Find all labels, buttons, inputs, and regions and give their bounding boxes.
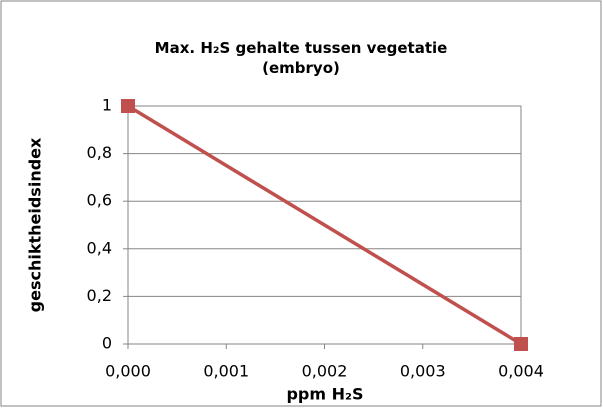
data-point bbox=[121, 99, 135, 113]
y-tick-label: 0,8 bbox=[87, 143, 112, 162]
x-tick-label: 0,000 bbox=[105, 362, 151, 381]
y-tick-label: 0,4 bbox=[87, 238, 112, 257]
x-tick-label: 0,002 bbox=[302, 362, 348, 381]
y-tick-label: 1 bbox=[102, 96, 112, 115]
x-tick-label: 0,001 bbox=[203, 362, 249, 381]
y-axis-label: geschiktheidsindex bbox=[26, 137, 45, 312]
chart-title: Max. H₂S gehalte tussen vegetatie (embry… bbox=[154, 39, 448, 77]
x-axis-label: ppm H₂S bbox=[286, 385, 363, 404]
series-line bbox=[127, 104, 522, 346]
x-tick-label: 0,003 bbox=[400, 362, 446, 381]
y-tick-label: 0,2 bbox=[87, 286, 112, 305]
x-tick-label: 0,004 bbox=[498, 362, 544, 381]
data-point bbox=[514, 337, 528, 351]
y-tick-label: 0,6 bbox=[87, 191, 112, 210]
y-tick-label: 0 bbox=[102, 334, 112, 353]
